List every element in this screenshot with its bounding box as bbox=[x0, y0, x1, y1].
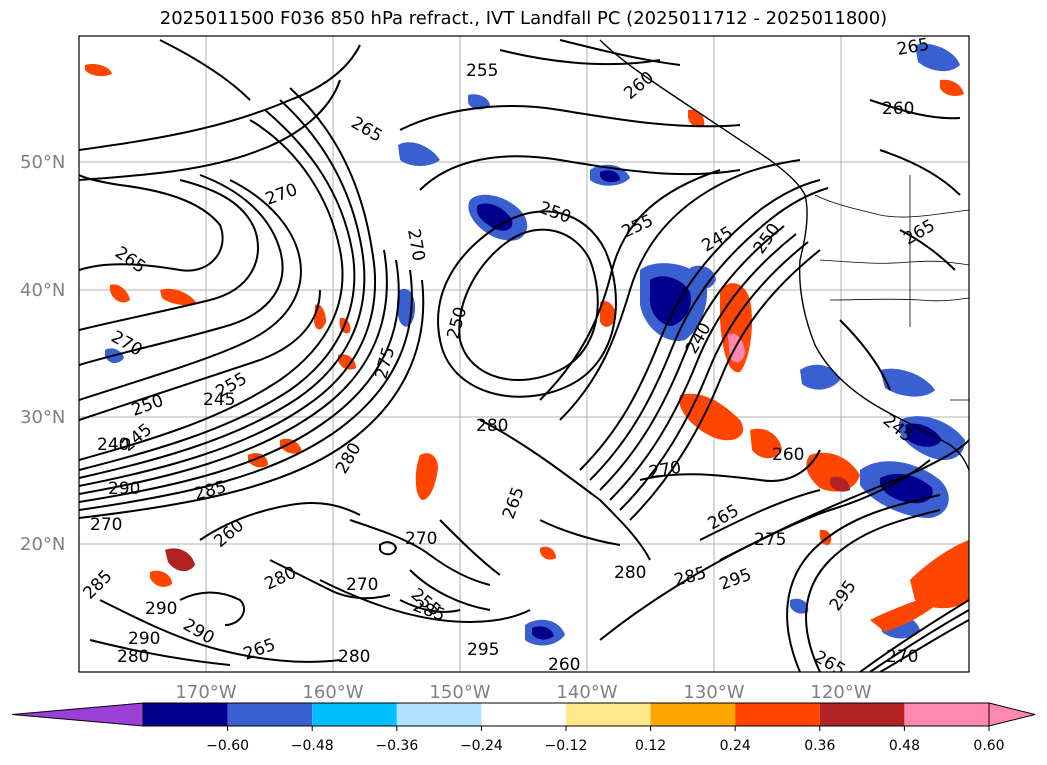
positive-anomaly-patch bbox=[160, 288, 196, 305]
contour-label: 270 bbox=[405, 529, 437, 549]
colorbar-tick-label: 0.60 bbox=[973, 738, 1004, 754]
positive-anomaly-patch bbox=[870, 590, 950, 632]
coastline bbox=[599, 39, 969, 471]
negative-anomaly-patch bbox=[790, 598, 809, 614]
colorbar-segment bbox=[566, 703, 651, 726]
colorbar-segment bbox=[735, 703, 820, 726]
longitude-label: 120°W bbox=[810, 682, 871, 703]
latitude-label: 40°N bbox=[20, 280, 65, 301]
contour-label: 280 bbox=[614, 563, 646, 583]
colorbar-segment bbox=[904, 703, 989, 726]
latitude-labels: 50°N 40°N 30°N 20°N bbox=[20, 152, 65, 555]
positive-anomaly-patch bbox=[150, 570, 172, 587]
contour-label: 275 bbox=[754, 530, 786, 550]
map-border bbox=[78, 35, 970, 673]
latitude-label: 20°N bbox=[20, 534, 65, 555]
gridlines bbox=[79, 36, 969, 672]
contour-label: 240 bbox=[97, 435, 129, 455]
contour-label: 290 bbox=[145, 599, 177, 619]
longitude-label: 160°W bbox=[302, 682, 363, 703]
contour-label: 260 bbox=[548, 655, 580, 675]
contour-label: 290 bbox=[108, 479, 140, 499]
contour-labels: 255 260 265 260 265 270 250 265 270 255 … bbox=[79, 35, 938, 675]
colorbar-segment bbox=[143, 703, 228, 726]
contour-label: 280 bbox=[338, 647, 370, 667]
colorbar-tick-label: 0.48 bbox=[889, 738, 920, 754]
positive-anomaly-patch bbox=[165, 548, 195, 572]
negative-anomaly-patch bbox=[800, 364, 840, 390]
map-title: 2025011500 F036 850 hPa refract., IVT La… bbox=[159, 8, 888, 29]
positive-anomaly-patch bbox=[110, 284, 130, 303]
colorbar-tick-label: −0.48 bbox=[291, 738, 334, 754]
negative-anomaly-patch bbox=[915, 43, 960, 72]
map-area bbox=[79, 36, 969, 672]
negative-anomaly-patch bbox=[649, 276, 691, 326]
contour-label: 295 bbox=[467, 640, 499, 660]
colorbar-segment bbox=[819, 703, 905, 726]
colorbar-extend-low bbox=[11, 702, 144, 727]
colorbar-tick-label: 0.36 bbox=[804, 738, 835, 754]
colorbar-tick-label: −0.12 bbox=[545, 738, 588, 754]
contour-label: 280 bbox=[476, 416, 508, 436]
positive-anomaly-patch bbox=[415, 453, 438, 500]
contour-label: 260 bbox=[882, 99, 914, 119]
colorbar-segment bbox=[650, 703, 736, 726]
latitude-label: 50°N bbox=[20, 152, 65, 173]
contour-label: 245 bbox=[203, 390, 235, 410]
positive-anomaly-patch bbox=[750, 428, 782, 459]
colorbar-tick-label: −0.24 bbox=[460, 738, 503, 754]
positive-anomaly-patch bbox=[830, 476, 850, 492]
negative-anomaly-patch bbox=[600, 170, 620, 183]
longitude-labels: 170°W 160°W 150°W 140°W 130°W 120°W bbox=[175, 682, 871, 703]
positive-anomaly-patch bbox=[940, 79, 964, 96]
contour-label: 270 bbox=[346, 575, 378, 595]
latitude-label: 30°N bbox=[20, 407, 65, 428]
negative-anomaly-patch bbox=[398, 142, 440, 166]
negative-anomaly-patch bbox=[905, 423, 942, 447]
negative-anomaly-patch bbox=[532, 626, 554, 640]
contour-label: 265 bbox=[895, 35, 930, 60]
contour-label: 255 bbox=[466, 61, 498, 81]
colorbar-segment bbox=[227, 703, 313, 726]
positive-anomaly-patch bbox=[679, 393, 744, 441]
positive-anomaly-patch bbox=[540, 546, 556, 560]
colorbar-segment bbox=[481, 703, 566, 726]
longitude-label: 140°W bbox=[556, 682, 617, 703]
longitude-label: 150°W bbox=[429, 682, 490, 703]
negative-anomaly-patch bbox=[690, 265, 716, 290]
colorbar-segment bbox=[396, 703, 482, 726]
positive-anomaly-patch bbox=[85, 64, 112, 77]
refractivity-contours bbox=[79, 39, 969, 672]
contour-label: 290 bbox=[128, 629, 160, 649]
longitude-label: 170°W bbox=[175, 682, 236, 703]
negative-anomaly-patch bbox=[468, 94, 490, 110]
colorbar-tick-label: 0.24 bbox=[720, 738, 751, 754]
longitude-label: 130°W bbox=[683, 682, 744, 703]
colorbar-tick-label: 0.12 bbox=[635, 738, 666, 754]
contour-label: 270 bbox=[90, 515, 122, 535]
contour-label: 260 bbox=[772, 445, 804, 465]
contour-label: 280 bbox=[117, 647, 149, 667]
colorbar-tick-label: −0.36 bbox=[375, 738, 418, 754]
colorbar-extend-high bbox=[988, 702, 1036, 727]
colorbar-segment bbox=[312, 703, 397, 726]
colorbar: −0.60 −0.48 −0.36 −0.24 −0.12 0.12 0.24 0.36 0.4… bbox=[11, 702, 1036, 754]
positive-anomaly-patch bbox=[280, 438, 302, 454]
negative-anomaly-patch bbox=[880, 368, 935, 397]
colorbar-tick-label: −0.60 bbox=[206, 738, 249, 754]
filled-anomaly-patches bbox=[85, 43, 969, 646]
contour-label: 270 bbox=[886, 647, 918, 667]
positive-anomaly-patch bbox=[338, 354, 356, 370]
positive-anomaly-patch bbox=[600, 300, 616, 327]
positive-anomaly-patch bbox=[910, 540, 969, 609]
